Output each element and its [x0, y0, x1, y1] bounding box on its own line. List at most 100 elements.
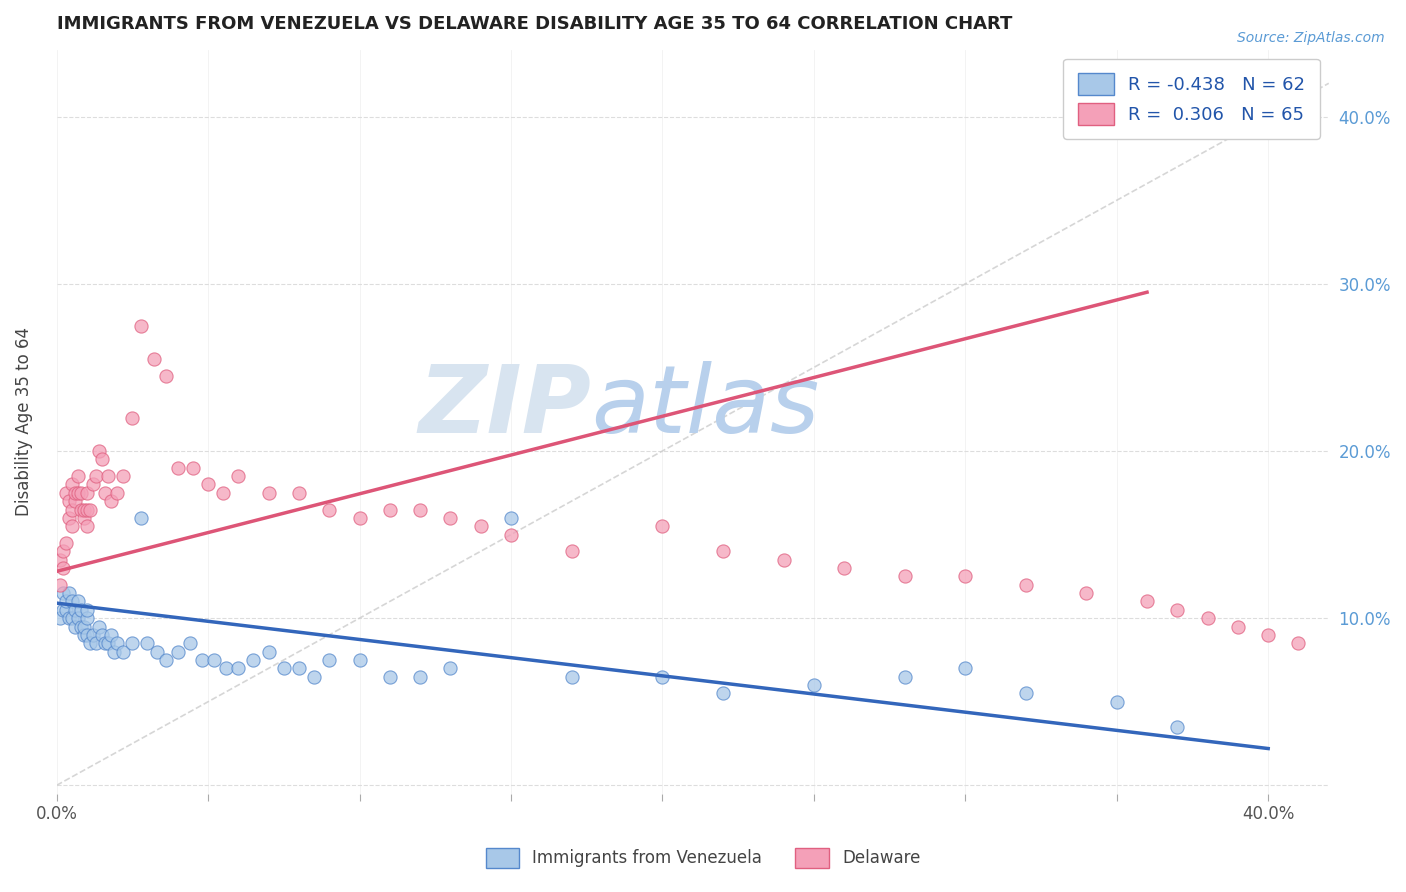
Point: [66, 469, 89, 483]
Point: [79, 502, 101, 516]
Point: [52, 603, 75, 617]
Point: [499, 511, 522, 525]
Point: [105, 485, 128, 500]
Point: [52, 561, 75, 575]
Point: [87, 444, 110, 458]
Point: [560, 544, 582, 558]
Point: [1288, 636, 1310, 650]
Point: [257, 644, 280, 658]
Point: [63, 485, 86, 500]
Point: [58, 511, 80, 525]
Point: [179, 636, 201, 650]
Y-axis label: Disability Age 35 to 64: Disability Age 35 to 64: [15, 327, 32, 516]
Point: [82, 477, 104, 491]
Text: ZIP: ZIP: [418, 361, 591, 453]
Point: [48, 611, 70, 625]
Point: [228, 469, 250, 483]
Point: [60, 519, 83, 533]
Text: IMMIGRANTS FROM VENEZUELA VS DELAWARE DISABILITY AGE 35 TO 64 CORRELATION CHART: IMMIGRANTS FROM VENEZUELA VS DELAWARE DI…: [56, 15, 1012, 33]
Point: [1105, 695, 1128, 709]
Point: [48, 552, 70, 566]
Point: [1257, 628, 1279, 642]
Point: [955, 569, 977, 583]
Point: [212, 485, 235, 500]
Point: [772, 552, 794, 566]
Text: atlas: atlas: [591, 361, 820, 452]
Point: [76, 519, 98, 533]
Point: [48, 578, 70, 592]
Point: [651, 670, 673, 684]
Point: [142, 352, 165, 367]
Point: [166, 644, 188, 658]
Point: [273, 661, 295, 675]
Point: [131, 511, 153, 525]
Point: [55, 536, 77, 550]
Point: [166, 460, 188, 475]
Point: [105, 636, 128, 650]
Point: [121, 636, 143, 650]
Point: [145, 644, 167, 658]
Point: [136, 636, 159, 650]
Point: [73, 619, 96, 633]
Point: [1136, 594, 1159, 608]
Point: [242, 653, 264, 667]
Point: [52, 544, 75, 558]
Point: [73, 502, 96, 516]
Point: [955, 661, 977, 675]
Point: [60, 502, 83, 516]
Point: [803, 678, 825, 692]
Point: [97, 469, 120, 483]
Point: [181, 460, 204, 475]
Point: [112, 469, 135, 483]
Point: [100, 494, 122, 508]
Point: [409, 670, 432, 684]
Point: [76, 611, 98, 625]
Point: [79, 636, 101, 650]
Point: [288, 485, 311, 500]
Point: [378, 670, 401, 684]
Point: [499, 527, 522, 541]
Point: [66, 611, 89, 625]
Point: [378, 502, 401, 516]
Point: [349, 511, 371, 525]
Point: [155, 368, 177, 383]
Point: [103, 644, 125, 658]
Point: [94, 485, 117, 500]
Point: [893, 670, 915, 684]
Point: [409, 502, 432, 516]
Point: [155, 653, 177, 667]
Point: [439, 661, 461, 675]
Point: [60, 477, 83, 491]
Point: [76, 603, 98, 617]
Text: Source: ZipAtlas.com: Source: ZipAtlas.com: [1237, 31, 1385, 45]
Point: [58, 611, 80, 625]
Point: [228, 661, 250, 675]
Point: [55, 485, 77, 500]
Point: [76, 502, 98, 516]
Point: [66, 594, 89, 608]
Point: [651, 519, 673, 533]
Point: [288, 661, 311, 675]
Point: [69, 485, 91, 500]
Point: [349, 653, 371, 667]
Point: [84, 636, 107, 650]
Point: [91, 628, 114, 642]
Point: [439, 511, 461, 525]
Point: [1076, 586, 1098, 600]
Point: [69, 603, 91, 617]
Point: [87, 619, 110, 633]
Point: [202, 653, 225, 667]
Point: [1166, 603, 1188, 617]
Point: [197, 477, 219, 491]
Point: [318, 653, 340, 667]
Point: [191, 653, 214, 667]
Point: [1015, 578, 1038, 592]
Legend: Immigrants from Venezuela, Delaware: Immigrants from Venezuela, Delaware: [479, 841, 927, 875]
Point: [215, 661, 238, 675]
Point: [94, 636, 117, 650]
Point: [1166, 720, 1188, 734]
Point: [832, 561, 855, 575]
Point: [112, 644, 135, 658]
Legend: R = -0.438   N = 62, R =  0.306   N = 65: R = -0.438 N = 62, R = 0.306 N = 65: [1063, 59, 1320, 139]
Point: [711, 544, 734, 558]
